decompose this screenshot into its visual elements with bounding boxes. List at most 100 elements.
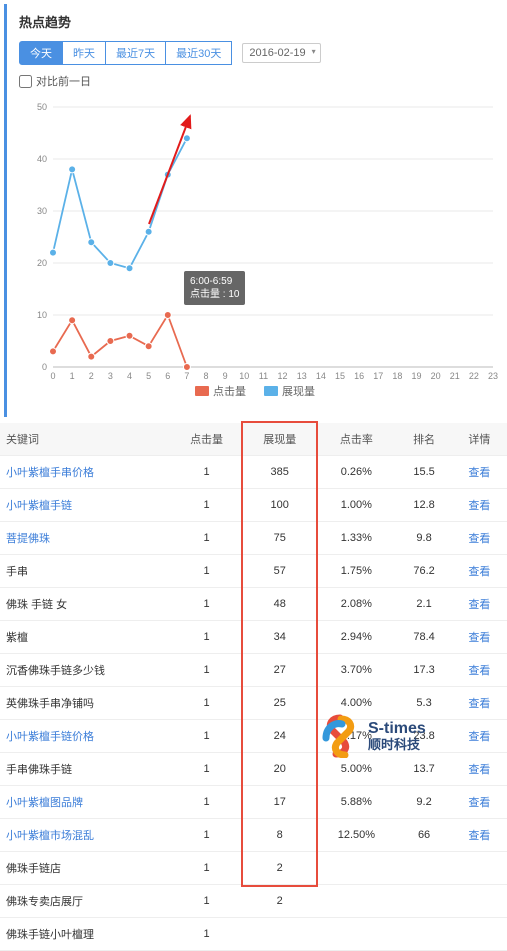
cell-keyword[interactable]: 菩提佛珠	[0, 522, 170, 555]
cell-ctr: 1.75%	[316, 555, 396, 588]
cell-rank: 12.8	[396, 489, 451, 522]
svg-text:10: 10	[239, 371, 249, 379]
compare-checkbox-row[interactable]: 对比前一日	[19, 73, 491, 89]
cell-impressions: 2	[243, 852, 316, 885]
detail-link[interactable]: 查看	[452, 456, 507, 489]
table-row: 小叶紫檀市场混乱1812.50%66查看	[0, 819, 507, 852]
table-row: 手串1571.75%76.2查看	[0, 555, 507, 588]
cell-keyword: 英佛珠手串净铺吗	[0, 687, 170, 720]
cell-keyword: 佛珠手链店	[0, 852, 170, 885]
tooltip-time: 6:00-6:59	[190, 275, 239, 288]
detail-link[interactable]: 查看	[452, 786, 507, 819]
cell-ctr: 5.88%	[316, 786, 396, 819]
cell-keyword: 沉香佛珠手链多少钱	[0, 654, 170, 687]
cell-keyword[interactable]: 小叶紫檀手链	[0, 489, 170, 522]
svg-text:6: 6	[165, 371, 170, 379]
detail-link[interactable]: 查看	[452, 687, 507, 720]
cell-rank	[396, 918, 451, 951]
cell-impressions: 20	[243, 753, 316, 786]
cell-impressions: 48	[243, 588, 316, 621]
cell-keyword: 佛珠手链小叶檀理	[0, 918, 170, 951]
seg-yesterday[interactable]: 昨天	[63, 41, 106, 65]
svg-text:23: 23	[488, 371, 498, 379]
svg-text:7: 7	[184, 371, 189, 379]
svg-text:16: 16	[354, 371, 364, 379]
cell-ctr	[316, 918, 396, 951]
detail-link[interactable]: 查看	[452, 654, 507, 687]
logo-cn: 顺时科技	[368, 738, 426, 752]
compare-checkbox[interactable]	[19, 75, 32, 88]
trend-panel: 热点趋势 今天 昨天 最近7天 最近30天 2016-02-19 对比前一日 0…	[4, 4, 503, 417]
svg-text:0: 0	[50, 371, 55, 379]
svg-text:21: 21	[450, 371, 460, 379]
th-ctr[interactable]: 点击率	[316, 423, 396, 456]
cell-keyword[interactable]: 小叶紫檀手串价格	[0, 456, 170, 489]
seg-last30[interactable]: 最近30天	[166, 41, 232, 65]
detail-link[interactable]: 查看	[452, 588, 507, 621]
cell-keyword: 佛珠 手链 女	[0, 588, 170, 621]
cell-rank: 76.2	[396, 555, 451, 588]
cell-ctr: 3.70%	[316, 654, 396, 687]
table-row: 佛珠手链店12	[0, 852, 507, 885]
svg-text:10: 10	[37, 310, 47, 320]
th-impressions[interactable]: 展现量	[243, 423, 316, 456]
keyword-table: 关键词 点击量 展现量 点击率 排名 详情 小叶紫檀手串价格13850.26%1…	[0, 423, 507, 951]
table-body: 小叶紫檀手串价格13850.26%15.5查看小叶紫檀手链11001.00%12…	[0, 456, 507, 951]
detail-link[interactable]	[452, 918, 507, 951]
panel-title: 热点趋势	[19, 12, 491, 31]
detail-link[interactable]: 查看	[452, 555, 507, 588]
seg-today[interactable]: 今天	[19, 41, 63, 65]
logo-en: S-times	[368, 720, 426, 738]
logo-icon	[318, 714, 362, 758]
th-keyword: 关键词	[0, 423, 170, 456]
th-clicks[interactable]: 点击量	[170, 423, 243, 456]
chart-legend: 点击量 展现量	[19, 383, 491, 399]
svg-text:20: 20	[37, 258, 47, 268]
date-picker[interactable]: 2016-02-19	[242, 43, 320, 63]
table-header-row: 关键词 点击量 展现量 点击率 排名 详情	[0, 423, 507, 456]
svg-text:22: 22	[469, 371, 479, 379]
cell-clicks: 1	[170, 456, 243, 489]
detail-link[interactable]: 查看	[452, 819, 507, 852]
detail-link[interactable]: 查看	[452, 489, 507, 522]
detail-link[interactable]	[452, 852, 507, 885]
legend-impressions-swatch	[264, 386, 278, 396]
svg-text:11: 11	[259, 371, 268, 379]
cell-keyword[interactable]: 小叶紫檀图品牌	[0, 786, 170, 819]
legend-impressions[interactable]: 展现量	[264, 383, 315, 399]
table-row: 紫檀1342.94%78.4查看	[0, 621, 507, 654]
seg-last7[interactable]: 最近7天	[106, 41, 166, 65]
svg-text:15: 15	[335, 371, 345, 379]
svg-text:19: 19	[411, 371, 421, 379]
cell-impressions: 75	[243, 522, 316, 555]
cell-rank: 15.5	[396, 456, 451, 489]
trend-chart: 0102030405001234567891011121314151617181…	[19, 99, 499, 379]
cell-clicks: 1	[170, 720, 243, 753]
svg-text:8: 8	[204, 371, 209, 379]
cell-rank: 2.1	[396, 588, 451, 621]
svg-text:17: 17	[373, 371, 383, 379]
th-rank[interactable]: 排名	[396, 423, 451, 456]
svg-text:40: 40	[37, 154, 47, 164]
detail-link[interactable]	[452, 885, 507, 918]
cell-rank: 17.3	[396, 654, 451, 687]
detail-link[interactable]: 查看	[452, 753, 507, 786]
cell-ctr: 2.08%	[316, 588, 396, 621]
svg-text:4: 4	[127, 371, 132, 379]
cell-keyword: 手串佛珠手链	[0, 753, 170, 786]
svg-text:20: 20	[431, 371, 441, 379]
cell-rank: 9.8	[396, 522, 451, 555]
cell-ctr	[316, 852, 396, 885]
legend-clicks[interactable]: 点击量	[195, 383, 246, 399]
cell-clicks: 1	[170, 621, 243, 654]
table-row: 菩提佛珠1751.33%9.8查看	[0, 522, 507, 555]
cell-keyword[interactable]: 小叶紫檀市场混乱	[0, 819, 170, 852]
cell-impressions: 8	[243, 819, 316, 852]
detail-link[interactable]: 查看	[452, 522, 507, 555]
detail-link[interactable]: 查看	[452, 621, 507, 654]
chart-tooltip: 6:00-6:59 点击量 : 10	[184, 271, 245, 305]
cell-keyword[interactable]: 小叶紫檀手链价格	[0, 720, 170, 753]
cell-ctr: 12.50%	[316, 819, 396, 852]
cell-impressions: 2	[243, 885, 316, 918]
detail-link[interactable]: 查看	[452, 720, 507, 753]
